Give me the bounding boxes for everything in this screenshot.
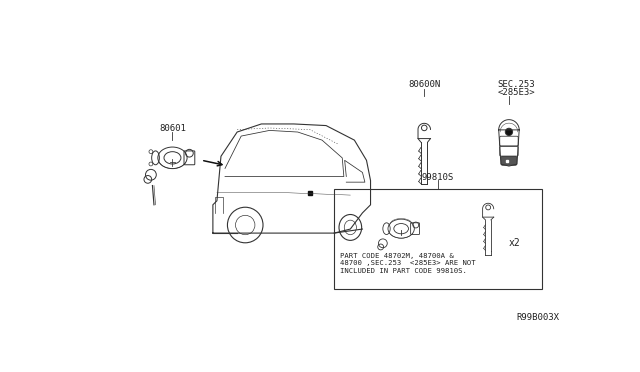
Text: SEC.253: SEC.253 xyxy=(498,80,536,89)
Circle shape xyxy=(227,207,263,243)
FancyBboxPatch shape xyxy=(501,156,516,165)
Text: 99810S: 99810S xyxy=(422,173,454,182)
Text: INCLUDED IN PART CODE 99810S.: INCLUDED IN PART CODE 99810S. xyxy=(340,268,467,274)
Text: 48700 ,SEC.253  <285E3> ARE NOT: 48700 ,SEC.253 <285E3> ARE NOT xyxy=(340,260,476,266)
Text: 80601: 80601 xyxy=(159,124,186,133)
Circle shape xyxy=(506,128,513,135)
Ellipse shape xyxy=(339,215,362,240)
Text: x2: x2 xyxy=(509,238,521,247)
Text: R99B003X: R99B003X xyxy=(516,313,559,322)
Text: <285E3>: <285E3> xyxy=(498,88,536,97)
Text: PART CODE 48702M, 48700A &: PART CODE 48702M, 48700A & xyxy=(340,253,454,259)
Bar xyxy=(334,189,542,289)
Text: 80600N: 80600N xyxy=(408,80,440,89)
